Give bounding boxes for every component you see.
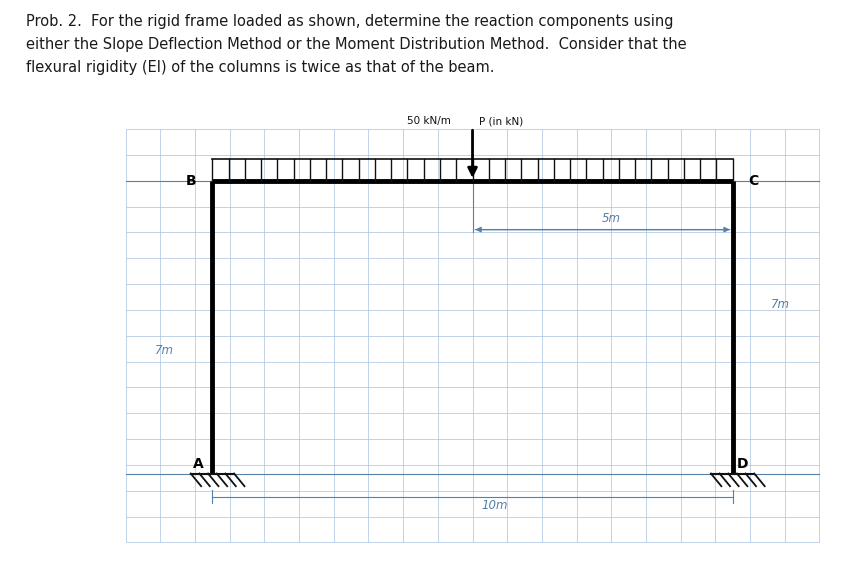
Text: B: B bbox=[186, 174, 197, 188]
Text: A: A bbox=[193, 457, 204, 471]
Text: 5m: 5m bbox=[602, 212, 621, 225]
Text: 7m: 7m bbox=[155, 344, 174, 356]
Text: 50 kN/m: 50 kN/m bbox=[407, 117, 451, 126]
Text: Prob. 2.  For the rigid frame loaded as shown, determine the reaction components: Prob. 2. For the rigid frame loaded as s… bbox=[26, 14, 687, 75]
Text: D: D bbox=[737, 457, 748, 471]
Text: P (in kN): P (in kN) bbox=[479, 117, 524, 126]
Text: 10m: 10m bbox=[481, 499, 508, 512]
Text: 7m: 7m bbox=[771, 298, 790, 311]
Text: C: C bbox=[748, 174, 759, 188]
